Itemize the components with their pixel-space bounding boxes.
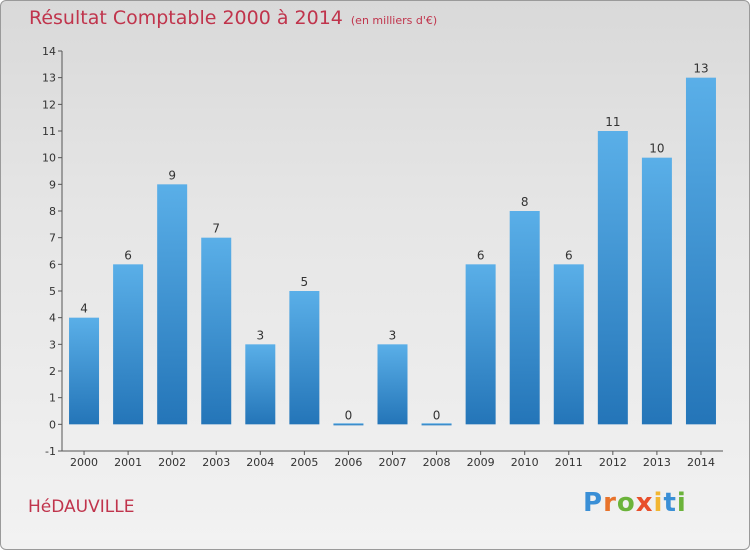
- bar: [641, 157, 672, 425]
- x-tick-label: 2007: [379, 456, 407, 469]
- bar-value-label: 3: [389, 328, 397, 342]
- x-tick-label: 2001: [114, 456, 142, 469]
- bar: [465, 264, 496, 425]
- bar: [377, 344, 408, 425]
- proxiti-logo: Proxiti: [583, 488, 687, 518]
- bar-value-label: 0: [345, 408, 353, 422]
- y-tick-label: 5: [49, 285, 56, 298]
- bar-value-label: 6: [124, 248, 132, 262]
- y-tick-label: 8: [49, 205, 56, 218]
- x-tick-label: 2010: [511, 456, 539, 469]
- bar-value-label: 0: [433, 408, 441, 422]
- y-tick-label: 1: [49, 392, 56, 405]
- x-tick-label: 2006: [334, 456, 362, 469]
- bar: [597, 131, 628, 425]
- y-tick-label: 4: [49, 312, 56, 325]
- logo-letter: i: [676, 488, 687, 518]
- bar-value-label: 3: [256, 328, 264, 342]
- y-tick-label: 11: [42, 125, 56, 138]
- bar: [113, 264, 144, 425]
- bar-value-label: 13: [693, 62, 708, 76]
- logo-letter: t: [663, 488, 677, 518]
- bar: [245, 344, 276, 425]
- bar-value-label: 10: [649, 142, 664, 156]
- chart-data-labels: 4 6 9 7 3 5 0 3 0 6 8 6 11 10 13: [80, 62, 708, 423]
- bar: [685, 77, 716, 425]
- x-tick-label: 2014: [687, 456, 715, 469]
- chart-title: Résultat Comptable 2000 à 2014 (en millie…: [29, 7, 437, 29]
- commune-name: HéDAUVILLE: [28, 497, 135, 517]
- y-tick-label: 7: [49, 232, 56, 245]
- logo-letter: i: [653, 488, 664, 518]
- x-tick-label: 2012: [599, 456, 627, 469]
- y-tick-label: 12: [42, 98, 56, 111]
- x-tick-label: 2005: [290, 456, 318, 469]
- bar-value-label: 11: [605, 115, 620, 129]
- bar-value-label: 4: [80, 302, 88, 316]
- logo-letter: x: [635, 488, 654, 518]
- bar-value-label: 7: [212, 222, 220, 236]
- x-tick-label: 2003: [202, 456, 230, 469]
- logo-letter: o: [616, 488, 636, 518]
- logo-letter: r: [603, 488, 617, 518]
- chart-bars: [69, 77, 716, 426]
- bar: [157, 184, 188, 425]
- y-tick-label: 9: [49, 178, 56, 191]
- x-tick-label: 2013: [643, 456, 671, 469]
- bar: [69, 317, 100, 425]
- bar-value-label: 8: [521, 195, 529, 209]
- bar: [509, 211, 540, 425]
- y-tick-label: 3: [49, 338, 56, 351]
- y-tick-label: 13: [42, 72, 56, 85]
- bar-value-label: 6: [565, 248, 573, 262]
- y-tick-label: 14: [42, 45, 56, 58]
- y-tick-label: -1: [45, 445, 56, 458]
- bar: [553, 264, 584, 425]
- y-tick-label: 6: [49, 258, 56, 271]
- bar-value-label: 5: [301, 275, 309, 289]
- bar-value-label: 9: [168, 168, 176, 182]
- y-tick-label: 0: [49, 418, 56, 431]
- x-tick-label: 2004: [246, 456, 274, 469]
- chart-unit: (en milliers d'€): [350, 14, 438, 27]
- y-tick-label: 10: [42, 152, 56, 165]
- logo-letter: P: [583, 488, 604, 518]
- y-tick-label: 2: [49, 365, 56, 378]
- bar: [201, 237, 232, 425]
- x-tick-label: 2009: [467, 456, 495, 469]
- x-tick-label: 2000: [70, 456, 98, 469]
- bar: [289, 291, 320, 425]
- bar-value-label: 6: [477, 248, 485, 262]
- chart-title-text: Résultat Comptable 2000 à 2014: [29, 7, 343, 29]
- x-tick-label: 2002: [158, 456, 186, 469]
- x-tick-label: 2011: [555, 456, 583, 469]
- bar: [421, 423, 452, 426]
- bar: [333, 423, 364, 426]
- x-tick-label: 2008: [423, 456, 451, 469]
